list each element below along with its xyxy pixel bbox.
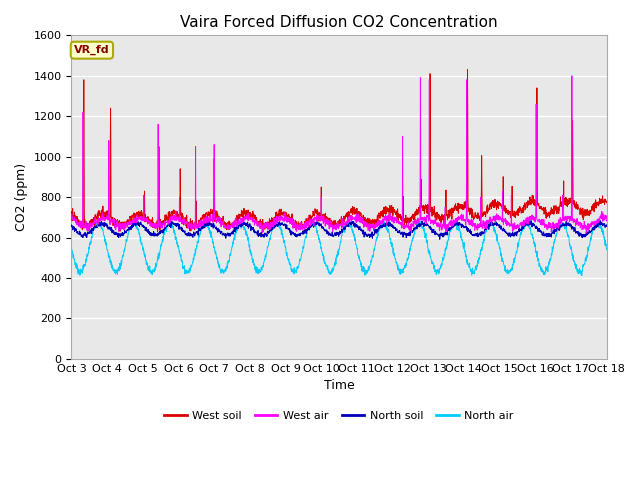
North air	[495, 241, 502, 247]
North air	[570, 258, 578, 264]
West soil	[571, 202, 579, 208]
Text: VR_fd: VR_fd	[74, 45, 109, 55]
Line: North air: North air	[72, 221, 607, 276]
West air	[568, 73, 576, 79]
North soil	[436, 237, 444, 242]
West soil	[259, 230, 266, 236]
West soil	[495, 202, 502, 207]
North soil	[355, 224, 362, 230]
West air	[582, 230, 590, 236]
Y-axis label: CO2 (ppm): CO2 (ppm)	[15, 163, 28, 231]
West air	[570, 216, 578, 222]
North soil	[571, 227, 579, 233]
West air	[355, 215, 362, 220]
Line: West soil: West soil	[72, 70, 607, 233]
West soil	[68, 213, 76, 218]
North soil	[556, 227, 564, 232]
North air	[578, 273, 586, 278]
West soil	[556, 203, 564, 209]
North soil	[603, 222, 611, 228]
North air	[556, 222, 563, 228]
X-axis label: Time: Time	[324, 379, 355, 392]
North soil	[68, 222, 76, 228]
North air	[94, 218, 102, 224]
North soil	[495, 222, 502, 228]
North soil	[366, 231, 374, 237]
West air	[603, 217, 611, 223]
North soil	[217, 229, 225, 235]
West soil	[603, 200, 611, 205]
North air	[68, 242, 76, 248]
Line: North soil: North soil	[72, 220, 607, 240]
Title: Vaira Forced Diffusion CO2 Concentration: Vaira Forced Diffusion CO2 Concentration	[180, 15, 498, 30]
West soil	[463, 67, 471, 72]
West soil	[366, 220, 374, 226]
West air	[366, 228, 374, 234]
Line: West air: West air	[72, 76, 607, 233]
West soil	[217, 216, 225, 222]
North air	[355, 253, 362, 259]
North soil	[204, 217, 212, 223]
Legend: West soil, West air, North soil, North air: West soil, West air, North soil, North a…	[160, 407, 518, 425]
West air	[68, 214, 76, 220]
West air	[556, 220, 563, 226]
North air	[603, 247, 611, 252]
West air	[495, 216, 502, 222]
North air	[217, 270, 225, 276]
North air	[366, 262, 374, 268]
West soil	[355, 209, 362, 215]
West air	[217, 216, 225, 221]
